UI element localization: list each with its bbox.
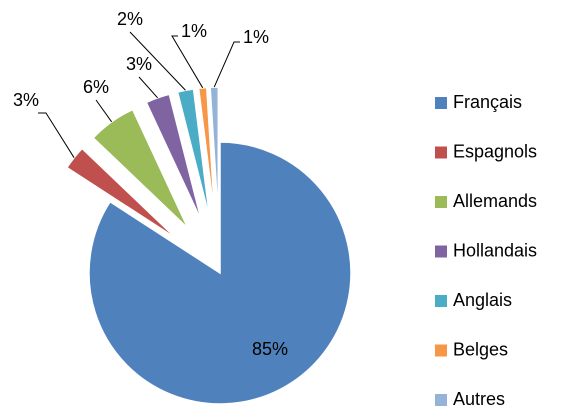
leader-line [95,99,113,123]
legend-swatch [435,146,447,159]
leader-line [38,112,75,158]
data-label: 1% [243,27,269,47]
data-label: 3% [126,54,152,74]
leader-line [171,35,204,89]
legend-swatch [435,196,447,208]
legend-label: Hollandais [453,240,537,260]
legend-label: Autres [453,389,505,409]
legend-label: Espagnols [453,141,537,161]
leader-line [138,76,158,99]
legend-label: Belges [453,339,508,359]
leader-line [129,31,186,91]
legend-swatch [435,97,447,109]
data-label: 85% [252,339,288,359]
legend-swatch [435,245,447,258]
legend-label: Allemands [453,191,537,211]
pie-slice [88,141,352,405]
data-label: 2% [117,9,143,29]
data-label: 6% [83,77,109,97]
legend-swatch [435,394,447,406]
legend-swatch [435,295,447,307]
pie-slice [92,108,189,229]
data-label: 3% [13,90,39,110]
data-label: 1% [181,21,207,41]
legend-label: Anglais [453,290,512,310]
legend-label: Français [453,92,522,112]
leader-line [213,41,240,88]
legend-swatch [435,344,447,357]
